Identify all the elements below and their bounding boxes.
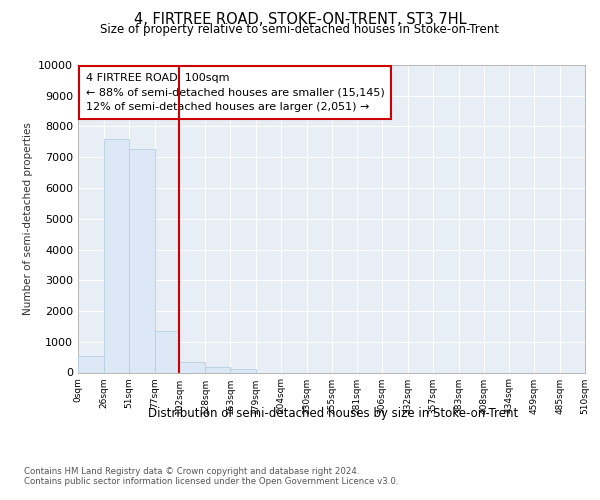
Bar	[78, 356, 104, 372]
Text: 4, FIRTREE ROAD, STOKE-ON-TRENT, ST3 7HL: 4, FIRTREE ROAD, STOKE-ON-TRENT, ST3 7HL	[134, 12, 466, 28]
Bar	[104, 139, 128, 372]
Text: Distribution of semi-detached houses by size in Stoke-on-Trent: Distribution of semi-detached houses by …	[148, 408, 518, 420]
Text: Contains public sector information licensed under the Open Government Licence v3: Contains public sector information licen…	[24, 478, 398, 486]
Bar	[205, 368, 230, 372]
Bar	[179, 362, 205, 372]
Bar	[230, 369, 256, 372]
Y-axis label: Number of semi-detached properties: Number of semi-detached properties	[23, 122, 32, 315]
Text: 4 FIRTREE ROAD: 100sqm
← 88% of semi-detached houses are smaller (15,145)
12% of: 4 FIRTREE ROAD: 100sqm ← 88% of semi-det…	[86, 72, 385, 112]
Bar	[155, 332, 179, 372]
Text: Size of property relative to semi-detached houses in Stoke-on-Trent: Size of property relative to semi-detach…	[101, 24, 499, 36]
Bar	[128, 148, 155, 372]
Text: Contains HM Land Registry data © Crown copyright and database right 2024.: Contains HM Land Registry data © Crown c…	[24, 468, 359, 476]
